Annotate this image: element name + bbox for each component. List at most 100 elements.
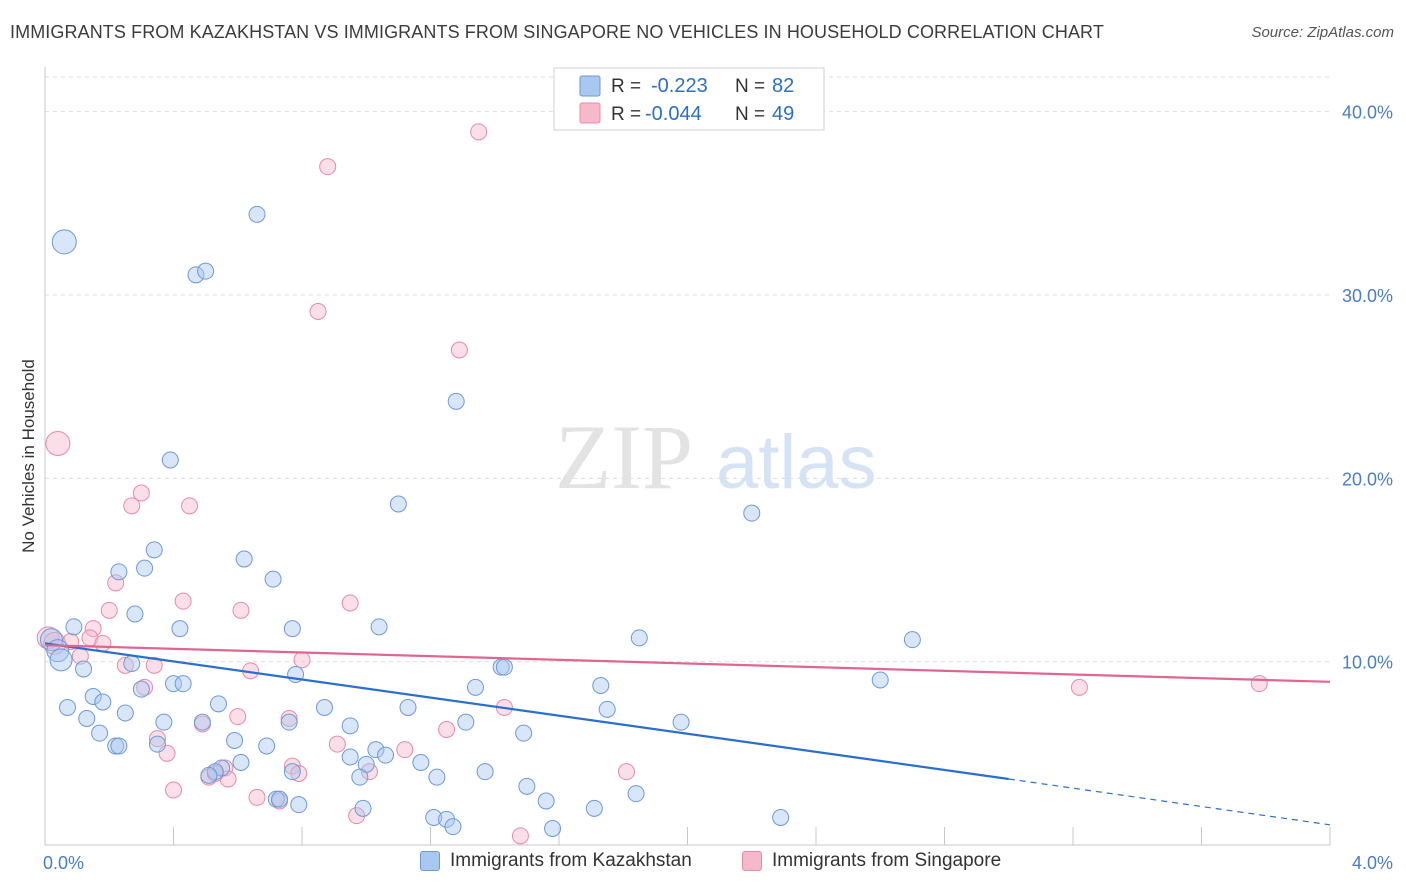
kazakhstan-point [627,785,645,803]
kazakhstan-point [161,451,179,469]
singapore-point [280,710,298,727]
singapore-point [84,620,102,638]
kazakhstan-point [132,680,150,698]
singapore-point [174,592,192,610]
legend-n-label: N = [735,104,765,125]
trend-lines [44,642,1331,826]
kazakhstan-point [209,695,227,713]
kazakhstan-trend-extension [1008,778,1331,826]
singapore-point [248,788,266,806]
x-tick-labels: 0.0% 4.0% [43,853,1393,873]
singapore-point [438,721,456,738]
kazakhstan-point [515,724,533,742]
x-tick-label: 4.0% [1352,853,1393,873]
kazakhstan-point [399,699,417,716]
singapore-point [116,656,134,674]
legend-n-value: 82 [772,75,794,97]
y-tick-label: 20.0% [1342,469,1393,489]
singapore-point [450,341,468,359]
singapore-point [107,574,125,592]
singapore-point [283,757,301,775]
legend-swatch-kazakhstan [579,75,601,97]
kazakhstan-point [283,763,301,781]
kazakhstan-point [232,754,250,771]
kazakhstan-point [51,229,77,255]
legend-label-singapore: Immigrants from Singapore [772,850,1002,871]
singapore-point [1250,675,1268,693]
legend-n-label: N = [735,76,765,97]
kazakhstan-point [58,699,76,716]
kazakhstan-point [171,620,189,638]
singapore-point [396,741,414,759]
singapore-point [123,497,141,515]
kazakhstan-point [341,748,359,766]
kazakhstan-point [197,262,215,280]
kazakhstan-point [258,737,276,755]
singapore-point [229,708,247,726]
watermark-zip: ZIP [555,406,693,508]
kazakhstan-point [110,737,128,755]
singapore-point [45,431,71,456]
kazakhstan-point [280,713,298,731]
singapore-point [290,765,308,782]
kazakhstan-point [136,559,154,577]
singapore-point [319,158,337,176]
kazakhstan-point [193,713,211,731]
singapore-point [165,781,182,799]
kazakhstan-point [630,629,648,647]
kazakhstan-point [457,713,475,731]
singapore-point [132,484,150,502]
kazakhstan-point [155,713,173,731]
kazakhstan-point [351,768,369,786]
kazakhstan-point [428,768,446,786]
kazakhstan-point [290,796,308,814]
kazakhstan-point [585,799,603,817]
singapore-point [617,763,635,781]
kazakhstan-point [49,648,73,672]
kazakhstan-trend-line [44,642,1009,781]
kazakhstan-point [377,746,395,764]
kazakhstan-point [65,618,83,636]
legend-bottom: Immigrants from Kazakhstan Immigrants fr… [0,850,1406,880]
kazakhstan-point [174,675,192,693]
kazakhstan-point [370,618,388,636]
kazakhstan-points [39,205,921,837]
y-axis-label: No Vehicles in Household [19,359,38,553]
kazakhstan-point [743,504,761,522]
singapore-trend-line [44,644,1331,683]
legend-swatch-kazakhstan [420,851,440,871]
singapore-point [232,601,250,619]
source-credit: Source: ZipAtlas.com [1251,24,1394,41]
singapore-point [328,735,346,753]
kazakhstan-point [283,620,301,638]
singapore-point [348,807,366,825]
y-tick-labels: 10.0% 20.0% 30.0% 40.0% [1342,103,1393,673]
kazakhstan-point [126,605,144,623]
kazakhstan-point [116,704,134,722]
watermark-atlas: atlas [716,420,877,505]
kazakhstan-point [94,693,112,711]
legend-n-value: 49 [772,103,794,125]
y-tick-label: 30.0% [1342,286,1393,306]
x-tick-label: 0.0% [43,853,84,873]
chart-title: IMMIGRANTS FROM KAZAKHSTAN VS IMMIGRANTS… [10,22,1104,42]
singapore-point [219,770,237,788]
kazakhstan-point [389,495,407,513]
kazakhstan-point [444,818,462,836]
kazakhstan-point [110,563,128,581]
legend-swatch-singapore [579,102,601,124]
kazakhstan-point [248,205,266,223]
kazakhstan-point [91,724,109,742]
singapore-point [511,827,529,845]
legend-top: R = -0.223 N = 82 R = -0.044 N = 49 [553,67,825,131]
kazakhstan-point [598,700,616,718]
kazakhstan-point [592,677,610,694]
legend-r-value: -0.223 [651,75,708,97]
singapore-point [309,303,327,320]
legend-r-label: R = [611,104,641,125]
kazakhstan-point [75,660,93,678]
legend-swatch-singapore [742,851,762,871]
kazakhstan-point [903,631,921,649]
y-tick-label: 40.0% [1342,103,1393,123]
kazakhstan-point [476,763,494,781]
